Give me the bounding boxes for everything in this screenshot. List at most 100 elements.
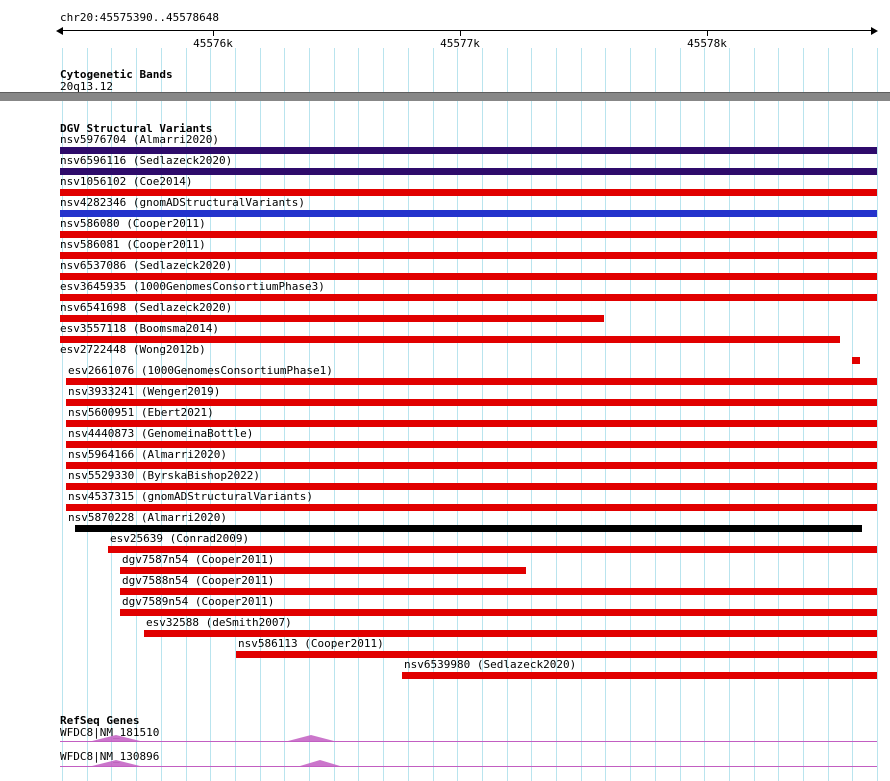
ruler-tick [460,31,461,36]
position-label: chr20:45575390..45578648 [60,11,219,24]
variant-bar[interactable] [66,378,877,385]
gridline [704,48,706,781]
gene-exon-hump [288,735,334,741]
ruler-left-arrow-icon [56,27,63,35]
variant-label[interactable]: nsv4282346 (gnomADStructuralVariants) [60,196,306,209]
gridline [728,48,730,781]
gridline [457,48,459,781]
gridline [86,48,88,781]
gridline [753,48,755,781]
variant-bar[interactable] [60,168,877,175]
variant-bar[interactable] [60,273,877,280]
gridline [877,48,879,781]
variant-bar[interactable] [60,315,604,322]
variant-bar[interactable] [66,483,877,490]
variant-label[interactable]: nsv1056102 (Coe2014) [60,175,193,188]
ruler-tick-label: 45576k [193,37,233,50]
variant-bar[interactable] [66,420,877,427]
variant-bar[interactable] [60,252,877,259]
gridline [309,48,310,781]
variant-bar[interactable] [66,462,877,469]
variant-bar[interactable] [66,441,877,448]
gridline [803,48,804,781]
gridline [284,48,286,781]
gridline [679,48,681,781]
ruler-axis-line [62,30,872,31]
variant-bar[interactable] [402,672,877,679]
ruler-tick [213,31,214,36]
cytobands-section-title: Cytogenetic Bands [60,68,173,81]
variant-label[interactable]: nsv4537315 (gnomADStructuralVariants) [68,490,314,503]
variant-label[interactable]: nsv586081 (Cooper2011) [60,238,206,251]
gene-label[interactable]: WFDC8|NM_181510 [60,726,160,739]
gridline [383,48,385,781]
variant-label[interactable]: esv2661076 (1000GenomesConsortiumPhase1) [68,364,333,377]
variant-label[interactable]: nsv6537086 (Sedlazeck2020) [60,259,233,272]
gene-exon-hump [300,760,340,766]
gene-exon-hump [92,735,140,741]
gridline [654,48,656,781]
gridline [605,48,607,781]
variant-label[interactable]: nsv6539980 (Sedlazeck2020) [404,658,577,671]
gridline [185,48,187,781]
variant-bar[interactable] [66,399,877,406]
variant-bar[interactable] [120,567,526,574]
variant-label[interactable]: esv32588 (deSmith2007) [146,616,292,629]
variant-bar[interactable] [144,630,877,637]
variant-bar[interactable] [60,294,877,301]
variant-label[interactable]: esv3557118 (Boomsma2014) [60,322,219,335]
variant-bar[interactable] [66,504,877,511]
variant-bar[interactable] [120,588,877,595]
gridline [62,48,63,781]
variant-bar[interactable] [60,231,877,238]
variant-bar[interactable] [236,651,877,658]
gridline [234,48,236,781]
variant-label[interactable]: nsv3933241 (Wenger2019) [68,385,221,398]
variant-label[interactable]: nsv5529330 (ByrskaBishop2022) [68,469,261,482]
variant-label[interactable]: esv2722448 (Wong2012b) [60,343,206,356]
variant-label[interactable]: nsv5870228 (Almarri2020) [68,511,227,524]
variant-bar[interactable] [60,210,877,217]
gridline [852,48,854,781]
gridline [407,48,409,781]
variant-label[interactable]: esv3645935 (1000GenomesConsortiumPhase3) [60,280,325,293]
gridline [778,48,780,781]
variant-bar[interactable] [852,357,860,364]
gridline [580,48,582,781]
gridline [506,48,508,781]
variant-bar[interactable] [75,525,862,532]
variant-label[interactable]: dgv7589n54 (Cooper2011) [122,595,275,608]
variant-bar[interactable] [60,189,877,196]
variant-bar[interactable] [60,147,877,154]
variant-label[interactable]: dgv7587n54 (Cooper2011) [122,553,275,566]
variant-label[interactable]: dgv7588n54 (Cooper2011) [122,574,275,587]
gridline [531,48,533,781]
refseq-section-title: RefSeq Genes [60,714,140,727]
gene-structure[interactable] [60,741,877,742]
variant-label[interactable]: nsv586080 (Cooper2011) [60,217,206,230]
variant-label[interactable]: nsv5976704 (Almarri2020) [60,133,219,146]
gridline [136,48,138,781]
gridline [358,48,360,781]
ruler-tick-label: 45578k [687,37,727,50]
variant-bar[interactable] [60,336,840,343]
gridline [111,48,113,781]
variant-bar[interactable] [120,609,877,616]
gridline [259,48,261,781]
variant-label[interactable]: esv25639 (Conrad2009) [110,532,250,545]
gridline [210,48,212,781]
cytoband-name: 20q13.12 [60,80,113,93]
cytoband-bar[interactable] [0,92,890,101]
variant-label[interactable]: nsv5600951 (Ebert2021) [68,406,214,419]
variant-label[interactable]: nsv586113 (Cooper2011) [238,637,384,650]
gene-structure[interactable] [60,766,877,767]
variant-label[interactable]: nsv6541698 (Sedlazeck2020) [60,301,233,314]
gridline [160,48,162,781]
gene-label[interactable]: WFDC8|NM_130896 [60,750,160,763]
ruler-tick-label: 45577k [440,37,480,50]
variant-bar[interactable] [108,546,877,553]
variant-label[interactable]: nsv6596116 (Sedlazeck2020) [60,154,233,167]
variant-label[interactable]: nsv5964166 (Almarri2020) [68,448,227,461]
variant-label[interactable]: nsv4440873 (GenomeinaBottle) [68,427,254,440]
